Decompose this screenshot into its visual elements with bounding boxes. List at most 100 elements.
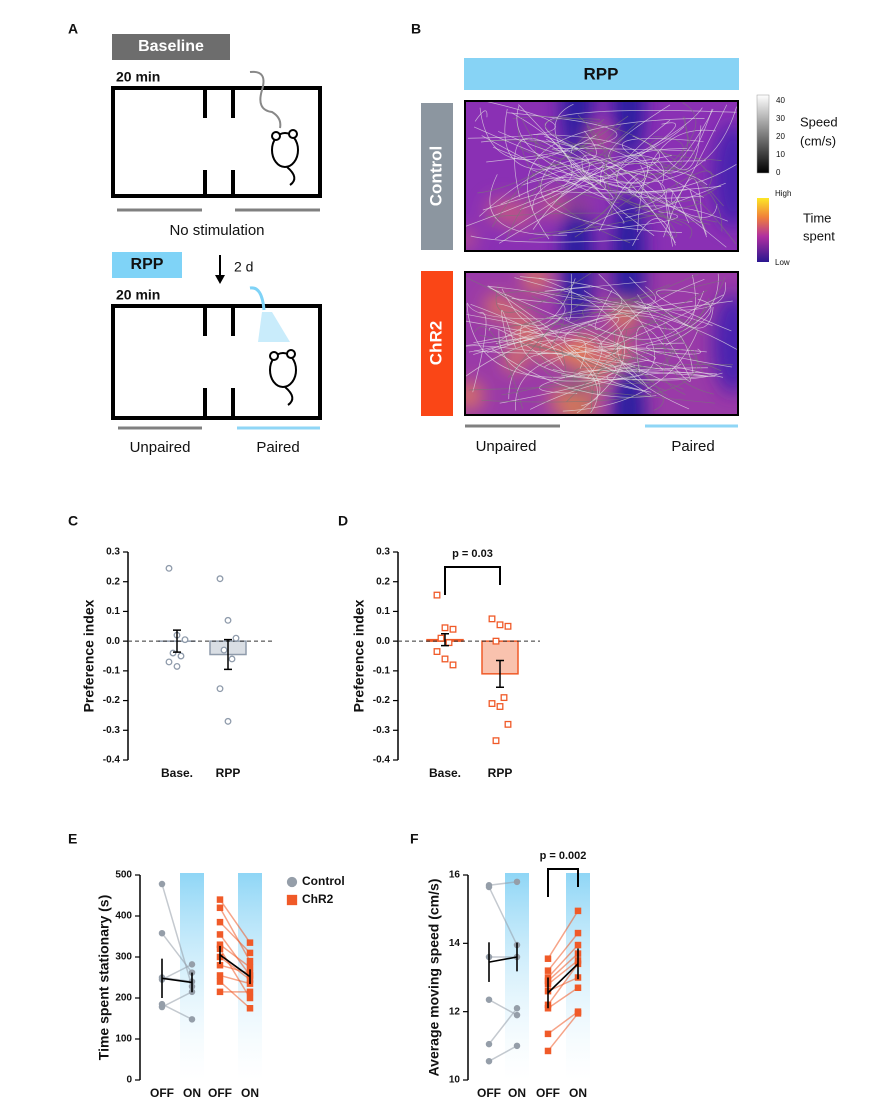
heatmap-frame: [464, 271, 739, 416]
trajectory: [544, 281, 647, 292]
trajectory: [663, 178, 702, 238]
time-colorbar: [757, 198, 769, 262]
cold-spot: [713, 293, 738, 394]
point: [485, 1057, 493, 1065]
trajectory: [665, 298, 712, 346]
trajectory: [530, 155, 665, 184]
trajectory: [506, 119, 605, 240]
point: [169, 649, 177, 657]
trajectory: [498, 329, 602, 382]
trajectory: [474, 326, 524, 409]
annotation: p = 0.03: [452, 548, 493, 560]
legend-label: Control: [302, 874, 345, 888]
trajectory: [580, 160, 688, 226]
hot-spot: [465, 228, 476, 251]
error-bar: [173, 629, 181, 653]
y-tick-label: 0: [126, 1075, 132, 1086]
trajectory: [485, 212, 693, 239]
trajectory: [532, 160, 706, 211]
point: [224, 616, 232, 624]
colorbar-title: (cm/s): [800, 133, 836, 148]
point: [216, 931, 224, 938]
trajectory: [488, 287, 663, 370]
point: [216, 685, 224, 693]
cold-spot: [612, 101, 645, 158]
trajectory: [533, 134, 648, 196]
trajectory: [477, 115, 629, 194]
point: [216, 896, 224, 903]
pair-line: [161, 976, 193, 983]
y-tick-label: -0.2: [103, 695, 121, 706]
point: [449, 625, 457, 633]
pair-line: [547, 959, 579, 985]
trajectory: [491, 348, 657, 398]
trajectory: [474, 110, 488, 122]
heatmap: [465, 272, 738, 415]
colorbar-tick: Low: [775, 258, 790, 267]
y-tick-label: -0.3: [373, 725, 391, 736]
point: [220, 646, 228, 654]
trajectory: [592, 173, 665, 223]
trajectory: [578, 370, 716, 392]
x-tick-label: ON: [183, 1086, 201, 1100]
point: [433, 648, 441, 655]
trajectory: [584, 205, 728, 230]
point: [246, 949, 254, 957]
heatmap-frame: [464, 100, 739, 252]
trajectory: [473, 126, 645, 184]
point: [433, 591, 441, 599]
pair-line: [161, 1003, 193, 1020]
pair-line: [219, 907, 251, 962]
trajectory: [472, 312, 487, 393]
point: [504, 720, 512, 728]
trajectory: [515, 347, 707, 411]
trajectory: [499, 122, 676, 244]
y-tick-label: 200: [115, 993, 132, 1004]
pair-line: [219, 964, 251, 975]
colorbar-tick: 20: [776, 132, 785, 141]
trajectory: [552, 369, 723, 381]
trajectory: [479, 107, 597, 160]
mean-line: [547, 963, 579, 994]
x-tick-label: OFF: [477, 1086, 501, 1100]
trajectory: [694, 200, 737, 245]
pair-line: [219, 944, 251, 968]
colorbar-tick: 40: [776, 96, 785, 105]
trajectory: [540, 159, 682, 233]
trajectory: [646, 195, 677, 238]
y-tick-label: 300: [115, 952, 132, 963]
trajectory: [528, 343, 668, 396]
point: [224, 717, 232, 725]
error-bar: [224, 638, 232, 671]
x-tick-label: Base.: [429, 766, 461, 780]
pair-line: [161, 991, 193, 1008]
trajectory: [516, 105, 594, 186]
colorbar-title: spent: [803, 228, 835, 243]
pair-line: [547, 1011, 579, 1035]
pair-line: [488, 886, 518, 946]
speed-colorbar: [756, 94, 770, 174]
point: [165, 658, 173, 666]
trajectory: [538, 277, 626, 414]
trajectory: [495, 291, 695, 323]
trajectory: [535, 134, 620, 204]
fiber: [249, 286, 266, 311]
trajectory: [604, 135, 711, 225]
trajectory: [591, 331, 656, 413]
pair-line: [219, 921, 251, 954]
mouse: [269, 349, 297, 406]
panel-label: A: [68, 21, 78, 37]
y-tick-label: 400: [115, 911, 132, 922]
panel-b: B RPP Control ChR2 Unpaired Paired Speed…: [411, 21, 838, 455]
trajectory: [659, 125, 702, 170]
cold-spot: [612, 194, 645, 251]
trajectory: [495, 332, 603, 379]
trajectory: [467, 300, 733, 320]
group-box: [421, 271, 453, 416]
y-tick-label: -0.1: [373, 665, 391, 676]
trajectory: [604, 153, 613, 214]
hot-spot: [609, 300, 641, 332]
pair-line: [488, 999, 518, 1016]
rpp-label: RPP: [584, 64, 619, 83]
pair-line: [488, 1045, 518, 1062]
